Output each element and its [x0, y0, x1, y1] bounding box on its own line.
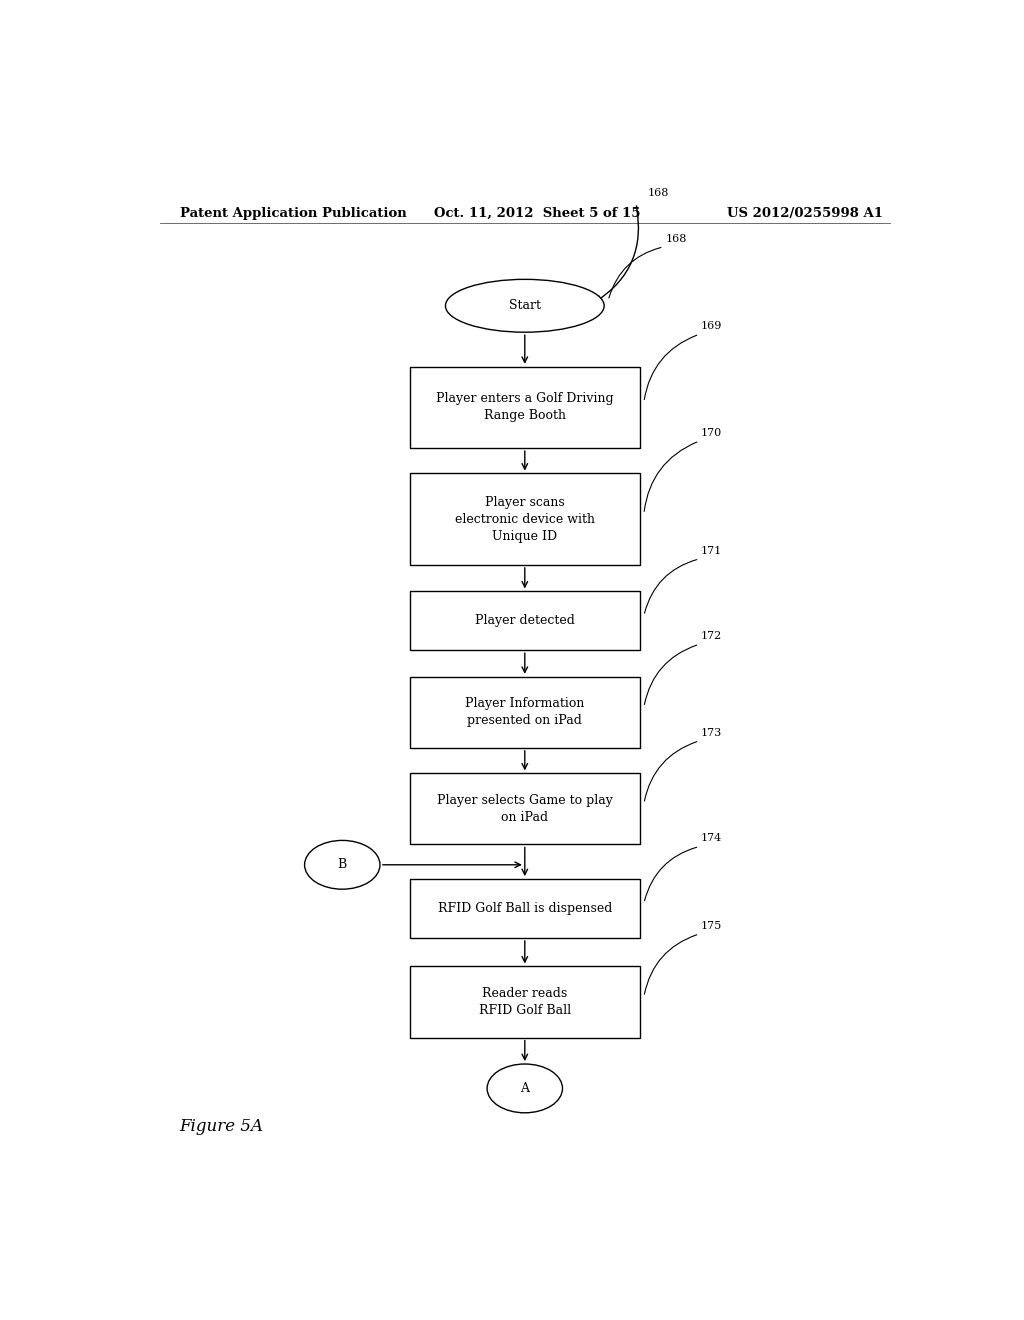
- Text: 175: 175: [701, 921, 722, 931]
- FancyBboxPatch shape: [410, 966, 640, 1038]
- Text: RFID Golf Ball is dispensed: RFID Golf Ball is dispensed: [437, 902, 612, 915]
- FancyBboxPatch shape: [410, 474, 640, 565]
- Text: Player enters a Golf Driving
Range Booth: Player enters a Golf Driving Range Booth: [436, 392, 613, 422]
- Ellipse shape: [487, 1064, 562, 1113]
- Text: A: A: [520, 1082, 529, 1094]
- Text: 168: 168: [666, 234, 687, 244]
- Text: 168: 168: [648, 187, 669, 198]
- Text: 172: 172: [701, 631, 722, 642]
- Text: Player selects Game to play
on iPad: Player selects Game to play on iPad: [437, 793, 612, 824]
- Text: B: B: [338, 858, 347, 871]
- FancyBboxPatch shape: [410, 774, 640, 845]
- Text: 169: 169: [701, 321, 722, 331]
- Text: Player detected: Player detected: [475, 614, 574, 627]
- Text: 171: 171: [701, 545, 722, 556]
- Text: Figure 5A: Figure 5A: [179, 1118, 263, 1134]
- Text: Player scans
electronic device with
Unique ID: Player scans electronic device with Uniq…: [455, 496, 595, 543]
- FancyBboxPatch shape: [410, 879, 640, 939]
- FancyBboxPatch shape: [410, 367, 640, 447]
- Text: Player Information
presented on iPad: Player Information presented on iPad: [465, 697, 585, 727]
- FancyBboxPatch shape: [410, 677, 640, 748]
- Text: 174: 174: [701, 833, 722, 843]
- Text: Start: Start: [509, 300, 541, 313]
- Text: US 2012/0255998 A1: US 2012/0255998 A1: [727, 207, 883, 220]
- Text: 173: 173: [701, 727, 722, 738]
- Text: Patent Application Publication: Patent Application Publication: [179, 207, 407, 220]
- Text: 170: 170: [701, 428, 722, 438]
- Ellipse shape: [304, 841, 380, 890]
- Text: Oct. 11, 2012  Sheet 5 of 15: Oct. 11, 2012 Sheet 5 of 15: [433, 207, 640, 220]
- Ellipse shape: [445, 280, 604, 333]
- FancyBboxPatch shape: [410, 591, 640, 651]
- Text: Reader reads
RFID Golf Ball: Reader reads RFID Golf Ball: [479, 987, 570, 1016]
